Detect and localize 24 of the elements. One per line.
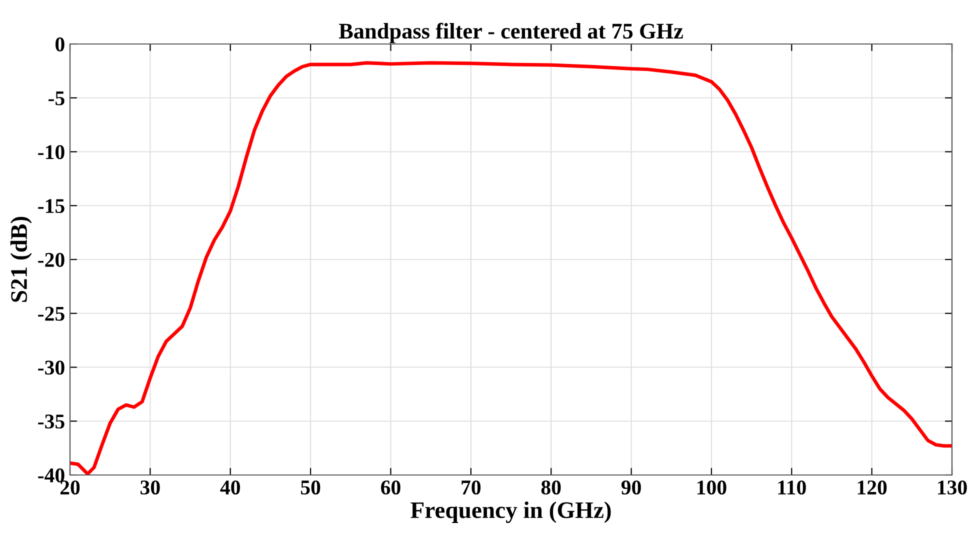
y-tick-label: -10 bbox=[38, 145, 64, 160]
x-tick-label: 110 bbox=[778, 480, 806, 495]
y-tick-label: -30 bbox=[38, 360, 64, 375]
x-tick-label: 40 bbox=[220, 480, 240, 495]
y-tick-label: -25 bbox=[38, 306, 64, 321]
x-tick-label: 90 bbox=[621, 480, 641, 495]
y-tick-label: 0 bbox=[56, 37, 64, 52]
x-tick-label: 30 bbox=[140, 480, 160, 495]
chart-title: Bandpass filter - centered at 75 GHz bbox=[338, 22, 683, 44]
x-tick-label: 120 bbox=[858, 480, 887, 495]
y-tick-label: -35 bbox=[38, 414, 64, 429]
x-tick-label: 20 bbox=[60, 480, 80, 495]
y-tick-label: -5 bbox=[48, 91, 64, 106]
y-tick-label: -20 bbox=[38, 252, 64, 267]
x-tick-label: 130 bbox=[938, 480, 967, 495]
x-tick-label: 60 bbox=[381, 480, 400, 495]
x-axis-title: Frequency in (GHz) bbox=[410, 502, 611, 524]
x-tick-label: 50 bbox=[300, 480, 320, 495]
y-tick-label: -40 bbox=[38, 468, 64, 482]
y-axis-title: S21 (dB) bbox=[10, 216, 32, 302]
x-tick-label: 100 bbox=[698, 480, 726, 495]
y-tick-label: -15 bbox=[38, 199, 64, 214]
x-tick-label: 70 bbox=[462, 480, 481, 495]
x-tick-label: 80 bbox=[541, 480, 561, 495]
